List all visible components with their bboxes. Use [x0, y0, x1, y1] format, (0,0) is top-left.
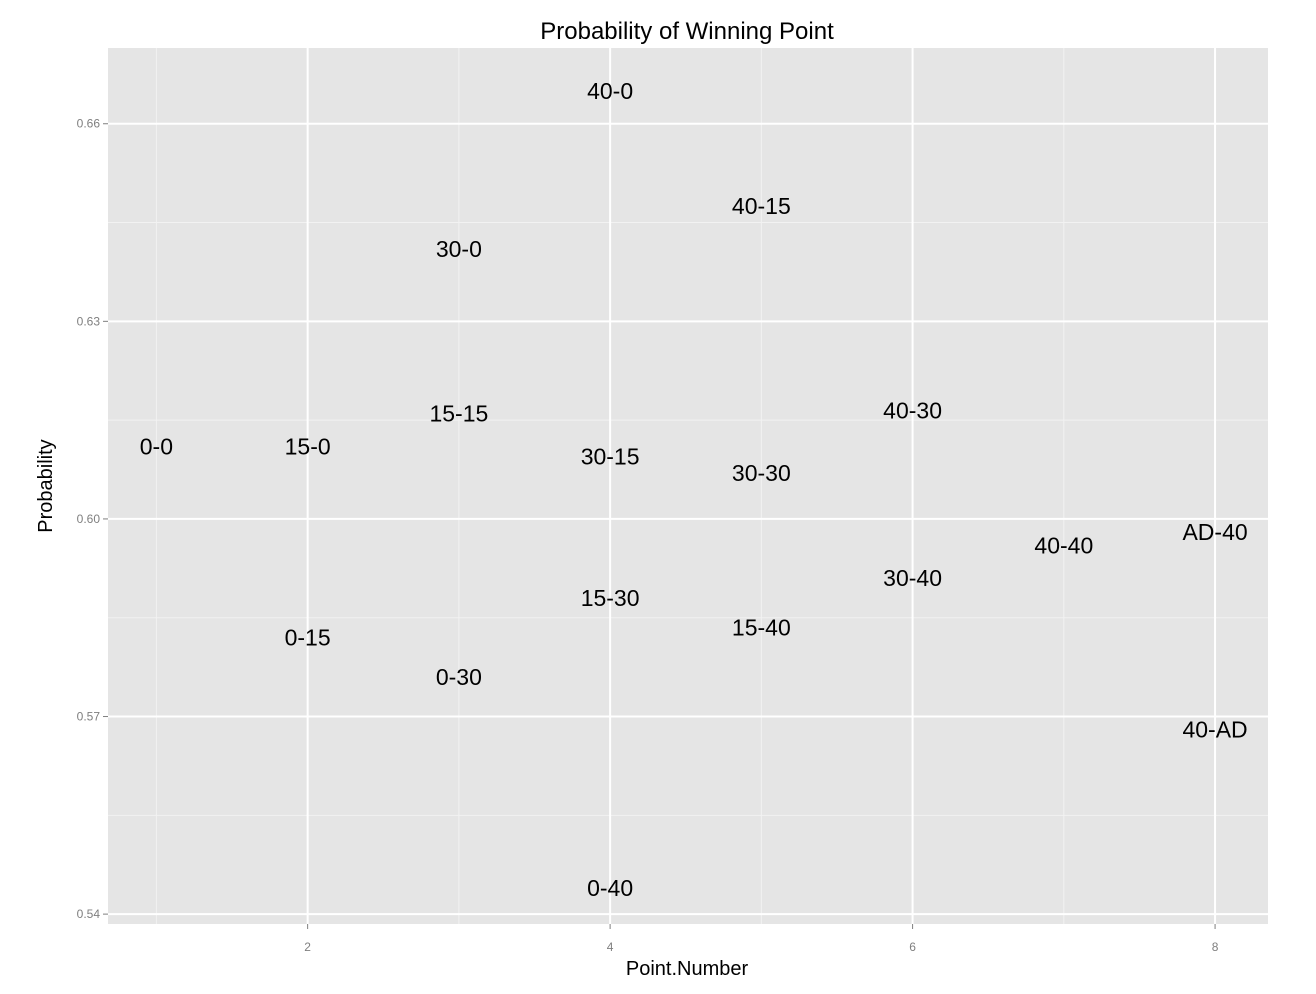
point-label-15-40: 15-40: [732, 615, 791, 641]
point-label-30-30: 30-30: [732, 460, 791, 486]
point-label-40-15: 40-15: [732, 193, 791, 219]
y-tick-label: 0.57: [77, 710, 101, 724]
x-tick-label: 8: [1212, 940, 1219, 954]
plot-panel: [108, 48, 1268, 924]
major-gridlines: [108, 48, 1268, 924]
y-axis: 0.54 0.57 0.60 0.63 0.66: [77, 117, 108, 921]
point-label-15-30: 15-30: [581, 585, 640, 611]
point-label-30-15: 30-15: [581, 443, 640, 469]
point-label-ad-40: AD-40: [1182, 519, 1247, 545]
y-tick-label: 0.60: [77, 512, 101, 526]
point-label-0-40: 0-40: [587, 875, 633, 901]
chart-title: Probability of Winning Point: [540, 18, 834, 45]
point-label-15-15: 15-15: [429, 401, 488, 427]
y-tick-label: 0.63: [77, 314, 101, 328]
x-tick-label: 2: [304, 940, 311, 954]
y-tick-label: 0.54: [77, 907, 101, 921]
point-label-30-0: 30-0: [436, 236, 482, 262]
point-label-40-ad: 40-AD: [1182, 717, 1247, 743]
point-labels: 0-0 15-0 0-15 30-0 15-15 0-30 40-0 30-15 15-30 0-…: [140, 78, 1248, 901]
point-label-40-40: 40-40: [1034, 532, 1093, 558]
x-tick-label: 6: [909, 940, 916, 954]
point-label-0-0: 0-0: [140, 433, 173, 459]
x-axis-title: Point.Number: [626, 958, 749, 980]
minor-gridlines: [108, 48, 1268, 924]
point-label-0-30: 0-30: [436, 664, 482, 690]
point-label-40-30: 40-30: [883, 397, 942, 423]
point-label-30-40: 30-40: [883, 565, 942, 591]
y-axis-title: Probability: [35, 439, 57, 532]
x-tick-label: 4: [607, 940, 614, 954]
point-label-0-15: 0-15: [285, 624, 331, 650]
x-axis: 2 4 6 8: [304, 924, 1219, 954]
y-tick-label: 0.66: [77, 117, 101, 131]
point-label-15-0: 15-0: [285, 433, 331, 459]
point-label-40-0: 40-0: [587, 78, 633, 104]
